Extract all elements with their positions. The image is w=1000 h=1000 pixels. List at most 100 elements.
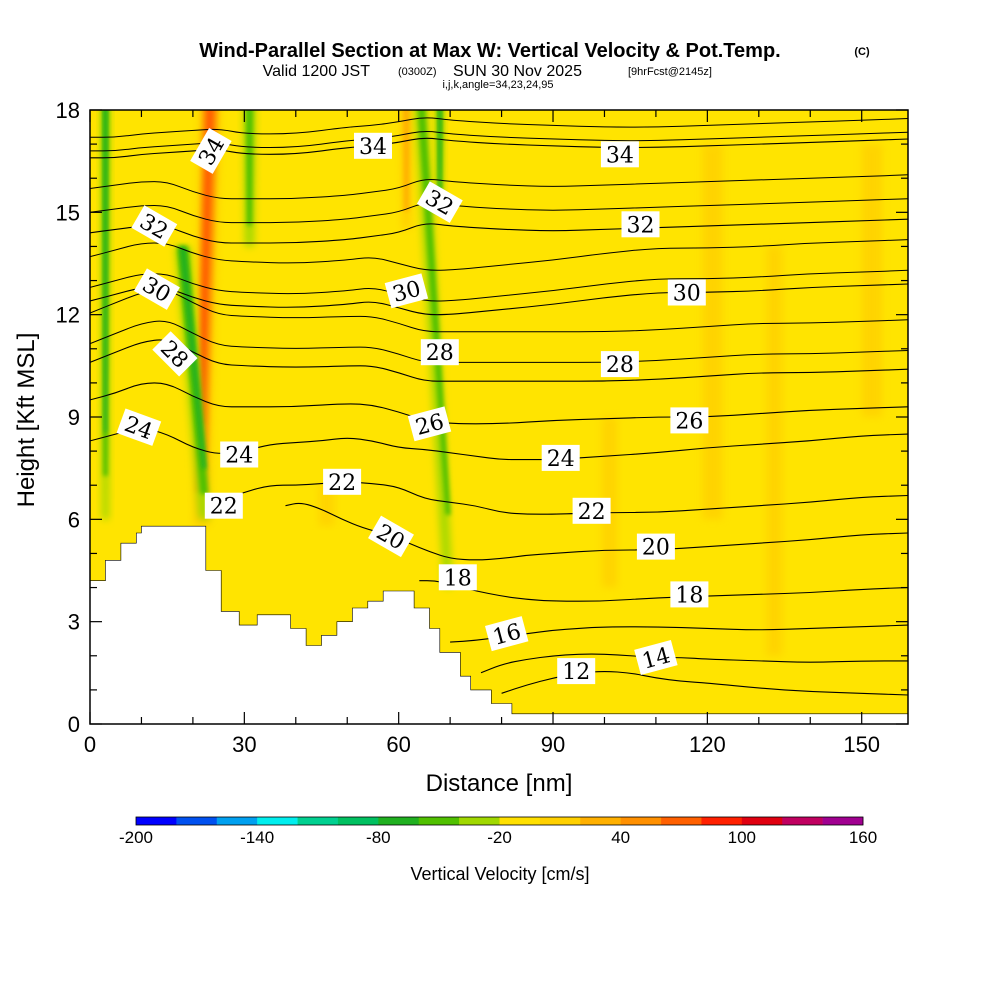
contour-label-22: 22 — [572, 497, 611, 525]
contour-label-text: 30 — [673, 282, 701, 307]
y-tick-label: 18 — [56, 98, 80, 123]
theta-contour-34 — [90, 137, 908, 159]
theta-contour-minor — [90, 198, 908, 224]
theta-contour-24 — [90, 428, 908, 461]
y-axis-label: Height [Kft MSL] — [13, 333, 40, 508]
contour-label-bg — [220, 441, 259, 468]
colorbar-swatch — [741, 817, 783, 825]
colorbar-swatch — [378, 817, 420, 825]
colorbar-tick-label: -20 — [487, 828, 512, 847]
y-tick-label: 12 — [56, 303, 80, 328]
colorbar-swatch — [580, 817, 621, 825]
w-band — [438, 110, 442, 191]
colorbar-swatch — [822, 817, 864, 825]
colorbar-swatch — [499, 817, 541, 825]
theta-contour-minor — [90, 239, 908, 271]
colorbar-swatch — [459, 817, 500, 825]
y-axis: 0 3 6 9 12 15 18 — [56, 98, 908, 737]
contour-label-22: 22 — [204, 492, 243, 520]
w-weak-updraft-0 — [318, 485, 335, 527]
contour-label-bg — [152, 331, 198, 377]
colorbar-swatch — [216, 817, 258, 825]
contour-label-text: 20 — [642, 536, 670, 561]
colorbar-tick-label: 160 — [849, 828, 877, 847]
contour-label-bg — [667, 279, 706, 306]
contour-label-18: 18 — [438, 564, 477, 591]
colorbar-frame — [135, 816, 864, 826]
w-band — [199, 110, 214, 425]
contour-label-bg — [190, 127, 232, 174]
contour-label-28: 28 — [600, 351, 639, 378]
w-band — [103, 110, 108, 433]
w-weak-updraft-4 — [861, 144, 883, 417]
valid-time-prefix: Valid 1200 JST — [263, 63, 371, 80]
terrain — [90, 525, 908, 724]
contour-label-bg — [416, 181, 463, 223]
y-tick-label: 15 — [56, 200, 80, 225]
contour-label-text: 18 — [675, 583, 703, 608]
colorbar-swatch — [418, 817, 460, 825]
theta-contour-minor — [90, 320, 908, 363]
colorbar: -200 -140 -80 -20 40 100 160 — [119, 816, 877, 847]
contour-label-bg — [600, 141, 639, 168]
contour-label-bg — [407, 406, 452, 442]
colorbar-tick-label: -140 — [240, 828, 274, 847]
grid-indices: i,j,k,angle=34,23,24,95 — [442, 79, 553, 91]
contour-label-24: 24 — [541, 444, 580, 472]
theta-contour-14 — [480, 653, 908, 674]
theta-contour-12 — [501, 671, 908, 696]
w-weak-updraft-2 — [702, 144, 723, 520]
contour-label-bg — [133, 268, 180, 310]
contour-label-30: 30 — [667, 279, 706, 307]
theta-contour-26 — [90, 382, 908, 425]
contour-label-text: 32 — [627, 213, 655, 238]
contour-label-bg — [116, 408, 162, 446]
contour-label-28: 28 — [420, 339, 459, 366]
x-tick-label: 30 — [232, 732, 256, 757]
contour-label-34: 34 — [354, 132, 392, 160]
colorbar-tick-label: 40 — [611, 828, 630, 847]
contour-label-bg — [670, 581, 709, 608]
contour-label-24: 24 — [220, 441, 259, 469]
x-tick-label: 150 — [843, 732, 880, 757]
chart-title: Wind-Parallel Section at Max W: Vertical… — [199, 40, 780, 62]
contour-label-bg — [636, 533, 675, 560]
contour-label-bg — [384, 273, 429, 309]
contour-label-bg — [621, 211, 660, 238]
contour-label-bg — [131, 205, 178, 247]
theta-contour-minor — [90, 131, 908, 152]
contour-label-18: 18 — [670, 581, 709, 608]
contour-label-bg — [572, 497, 611, 524]
colorbar-swatch — [539, 817, 581, 825]
contour-label-text: 22 — [328, 471, 356, 496]
contour-label-bg — [634, 640, 678, 675]
contour-label-20: 20 — [636, 533, 675, 561]
y-tick-label: 6 — [68, 507, 80, 532]
y-tick-label: 0 — [68, 712, 80, 737]
colorbar-swatch — [782, 817, 823, 825]
colorbar-title: Vertical Velocity [cm/s] — [410, 864, 589, 884]
w-downdraft-2 — [100, 110, 110, 520]
theta-contour-minor — [90, 174, 908, 200]
theta-contour-20 — [285, 502, 908, 561]
w-weak-updraft-3 — [766, 246, 782, 656]
colorbar-swatch — [620, 817, 662, 825]
x-tick-label: 90 — [541, 732, 565, 757]
colorbar-swatch — [176, 817, 218, 825]
contour-label-26: 26 — [407, 406, 452, 442]
colorbar-tick-label: -200 — [119, 828, 153, 847]
x-tick-label: 60 — [386, 732, 410, 757]
x-axis-label: Distance [nm] — [426, 770, 573, 797]
contour-label-text: 12 — [562, 660, 590, 685]
colorbar-swatch — [257, 817, 298, 825]
contour-label-22: 22 — [323, 468, 362, 496]
contour-label-bg — [484, 616, 529, 652]
w-downdraft-4 — [243, 110, 256, 247]
contour-label-text: 18 — [444, 566, 472, 591]
contour-label-26: 26 — [670, 407, 709, 434]
contour-label-bg — [438, 564, 477, 591]
contour-label-text: 26 — [675, 409, 703, 434]
contour-label-text: 24 — [547, 447, 575, 472]
